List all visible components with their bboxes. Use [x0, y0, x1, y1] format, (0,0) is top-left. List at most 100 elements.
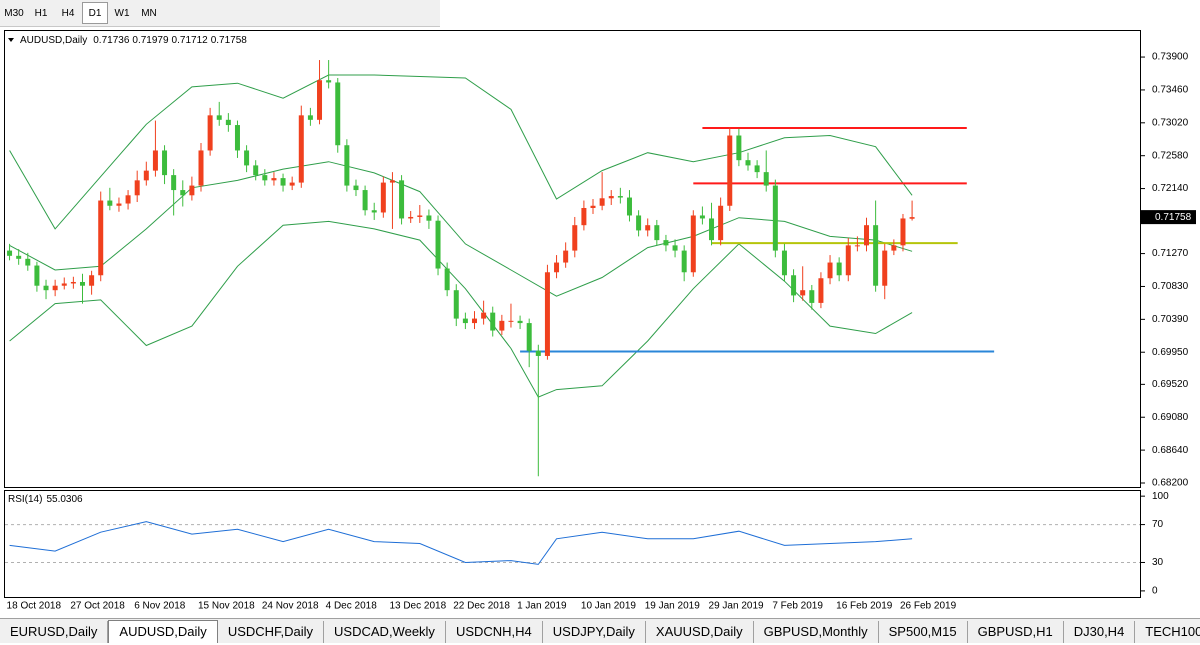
chart-tab[interactable]: GBPUSD,H1 — [968, 621, 1064, 643]
chart-tab[interactable]: USDCHF,Daily — [218, 621, 325, 643]
chart-title-part: AUDUSD,Daily — [20, 35, 87, 46]
candle-body — [353, 185, 359, 191]
y-tick-label: 0.73900 — [1152, 52, 1189, 63]
candle-body — [253, 165, 259, 176]
candle-body — [490, 312, 496, 331]
candle-body — [61, 283, 67, 286]
candle-body — [636, 215, 642, 231]
y-tick-label: 0.70390 — [1152, 314, 1189, 325]
candle-body — [909, 217, 915, 219]
candle-body — [581, 207, 587, 226]
candle-body — [526, 323, 532, 351]
candle-body — [380, 182, 386, 213]
candle-body — [125, 195, 131, 204]
candle-body — [781, 250, 787, 276]
candle-body — [16, 255, 22, 259]
candle-body — [244, 150, 250, 166]
timeframe-button[interactable]: MN — [141, 7, 157, 19]
candle-body — [544, 272, 550, 356]
candle-body — [590, 205, 596, 208]
chart-tab[interactable]: TECH100,H — [1135, 621, 1200, 643]
candle-body — [736, 135, 742, 161]
candle-body — [98, 200, 104, 276]
y-tick-label: 30 — [1152, 557, 1164, 568]
candle-body — [317, 80, 323, 120]
x-tick-label: 24 Nov 2018 — [262, 601, 319, 612]
timeframe-button[interactable]: D1 — [82, 2, 108, 24]
x-tick-label: 10 Jan 2019 — [581, 601, 636, 612]
chart-tab[interactable]: USDJPY,Daily — [543, 621, 646, 643]
candle-body — [34, 265, 40, 286]
candle-body — [572, 225, 578, 251]
candle-body — [827, 262, 833, 279]
chart-tab[interactable]: DJ30,H4 — [1064, 621, 1136, 643]
x-tick-label: 6 Nov 2018 — [134, 601, 186, 612]
chart-tab[interactable]: USDCAD,Weekly — [324, 621, 446, 643]
x-tick-label: 29 Jan 2019 — [709, 601, 764, 612]
candle-body — [70, 281, 76, 284]
y-tick-label: 0.72140 — [1152, 183, 1189, 194]
x-tick-label: 1 Jan 2019 — [517, 601, 567, 612]
candle-body — [143, 170, 149, 181]
chart-background — [0, 28, 1200, 618]
candle-body — [171, 175, 177, 191]
candle-body — [344, 145, 350, 186]
chart-title-part: 0.71712 — [172, 35, 209, 46]
chart-tab[interactable]: GBPUSD,Monthly — [754, 621, 879, 643]
timeframe-button[interactable]: H4 — [61, 7, 75, 19]
candle-body — [116, 203, 122, 206]
chart-tabs: EURUSD,Daily AUDUSD,Daily USDCHF,Daily USDC… — [0, 618, 1200, 643]
candle-body — [207, 115, 213, 151]
candle-body — [280, 178, 286, 186]
chart-tab[interactable]: SP500,M15 — [879, 621, 968, 643]
candle-body — [499, 320, 505, 331]
candle-body — [262, 175, 268, 181]
chart-tab[interactable]: AUDUSD,Daily — [108, 620, 218, 643]
candle-body — [7, 250, 13, 256]
timeframe-button[interactable]: H1 — [34, 7, 48, 19]
candle-body — [727, 135, 733, 206]
candle-body — [535, 350, 541, 356]
candle-body — [43, 285, 49, 291]
candle-body — [873, 225, 879, 286]
candle-body — [189, 185, 195, 196]
chart-tab[interactable]: USDCNH,H4 — [446, 621, 543, 643]
indicator-title: RSI(14) 55.0306 — [8, 494, 83, 505]
x-tick-label: 15 Nov 2018 — [198, 601, 255, 612]
candle-body — [554, 262, 560, 273]
y-tick-label: 0 — [1152, 586, 1158, 597]
candle-body — [745, 160, 751, 166]
candle-body — [809, 290, 815, 303]
y-tick-label: 70 — [1152, 519, 1164, 530]
x-tick-label: 19 Jan 2019 — [645, 601, 700, 612]
timeframe-button[interactable]: M30 — [4, 7, 24, 19]
timeframe-button[interactable]: W1 — [114, 7, 130, 19]
candle-body — [563, 250, 569, 263]
candle-body — [79, 281, 85, 286]
chart-tab[interactable]: EURUSD,Daily — [0, 621, 109, 643]
candle-body — [508, 320, 514, 322]
collapse-arrow — [8, 38, 14, 42]
candle-body — [763, 172, 769, 186]
candle-body — [690, 215, 696, 273]
x-tick-label: 22 Dec 2018 — [453, 601, 510, 612]
candle-body — [663, 240, 669, 246]
candle-body — [362, 190, 368, 211]
chart-title-part: 0.71979 — [132, 35, 169, 46]
candle-body — [645, 225, 651, 231]
bollinger-band — [9, 161, 913, 297]
y-tick-label: 0.72580 — [1152, 150, 1189, 161]
candle-body — [453, 290, 459, 319]
y-tick-label: 0.71270 — [1152, 248, 1189, 259]
candle-body — [517, 320, 523, 324]
candle-body — [709, 218, 715, 241]
candle-body — [234, 125, 240, 151]
candle-body — [481, 312, 487, 319]
candle-body — [471, 318, 477, 324]
chart-tab[interactable]: XAUUSD,Daily — [646, 621, 754, 643]
x-tick-label: 7 Feb 2019 — [772, 601, 823, 612]
candle-body — [818, 278, 824, 303]
candle-body — [399, 180, 405, 219]
candle-body — [289, 182, 295, 186]
